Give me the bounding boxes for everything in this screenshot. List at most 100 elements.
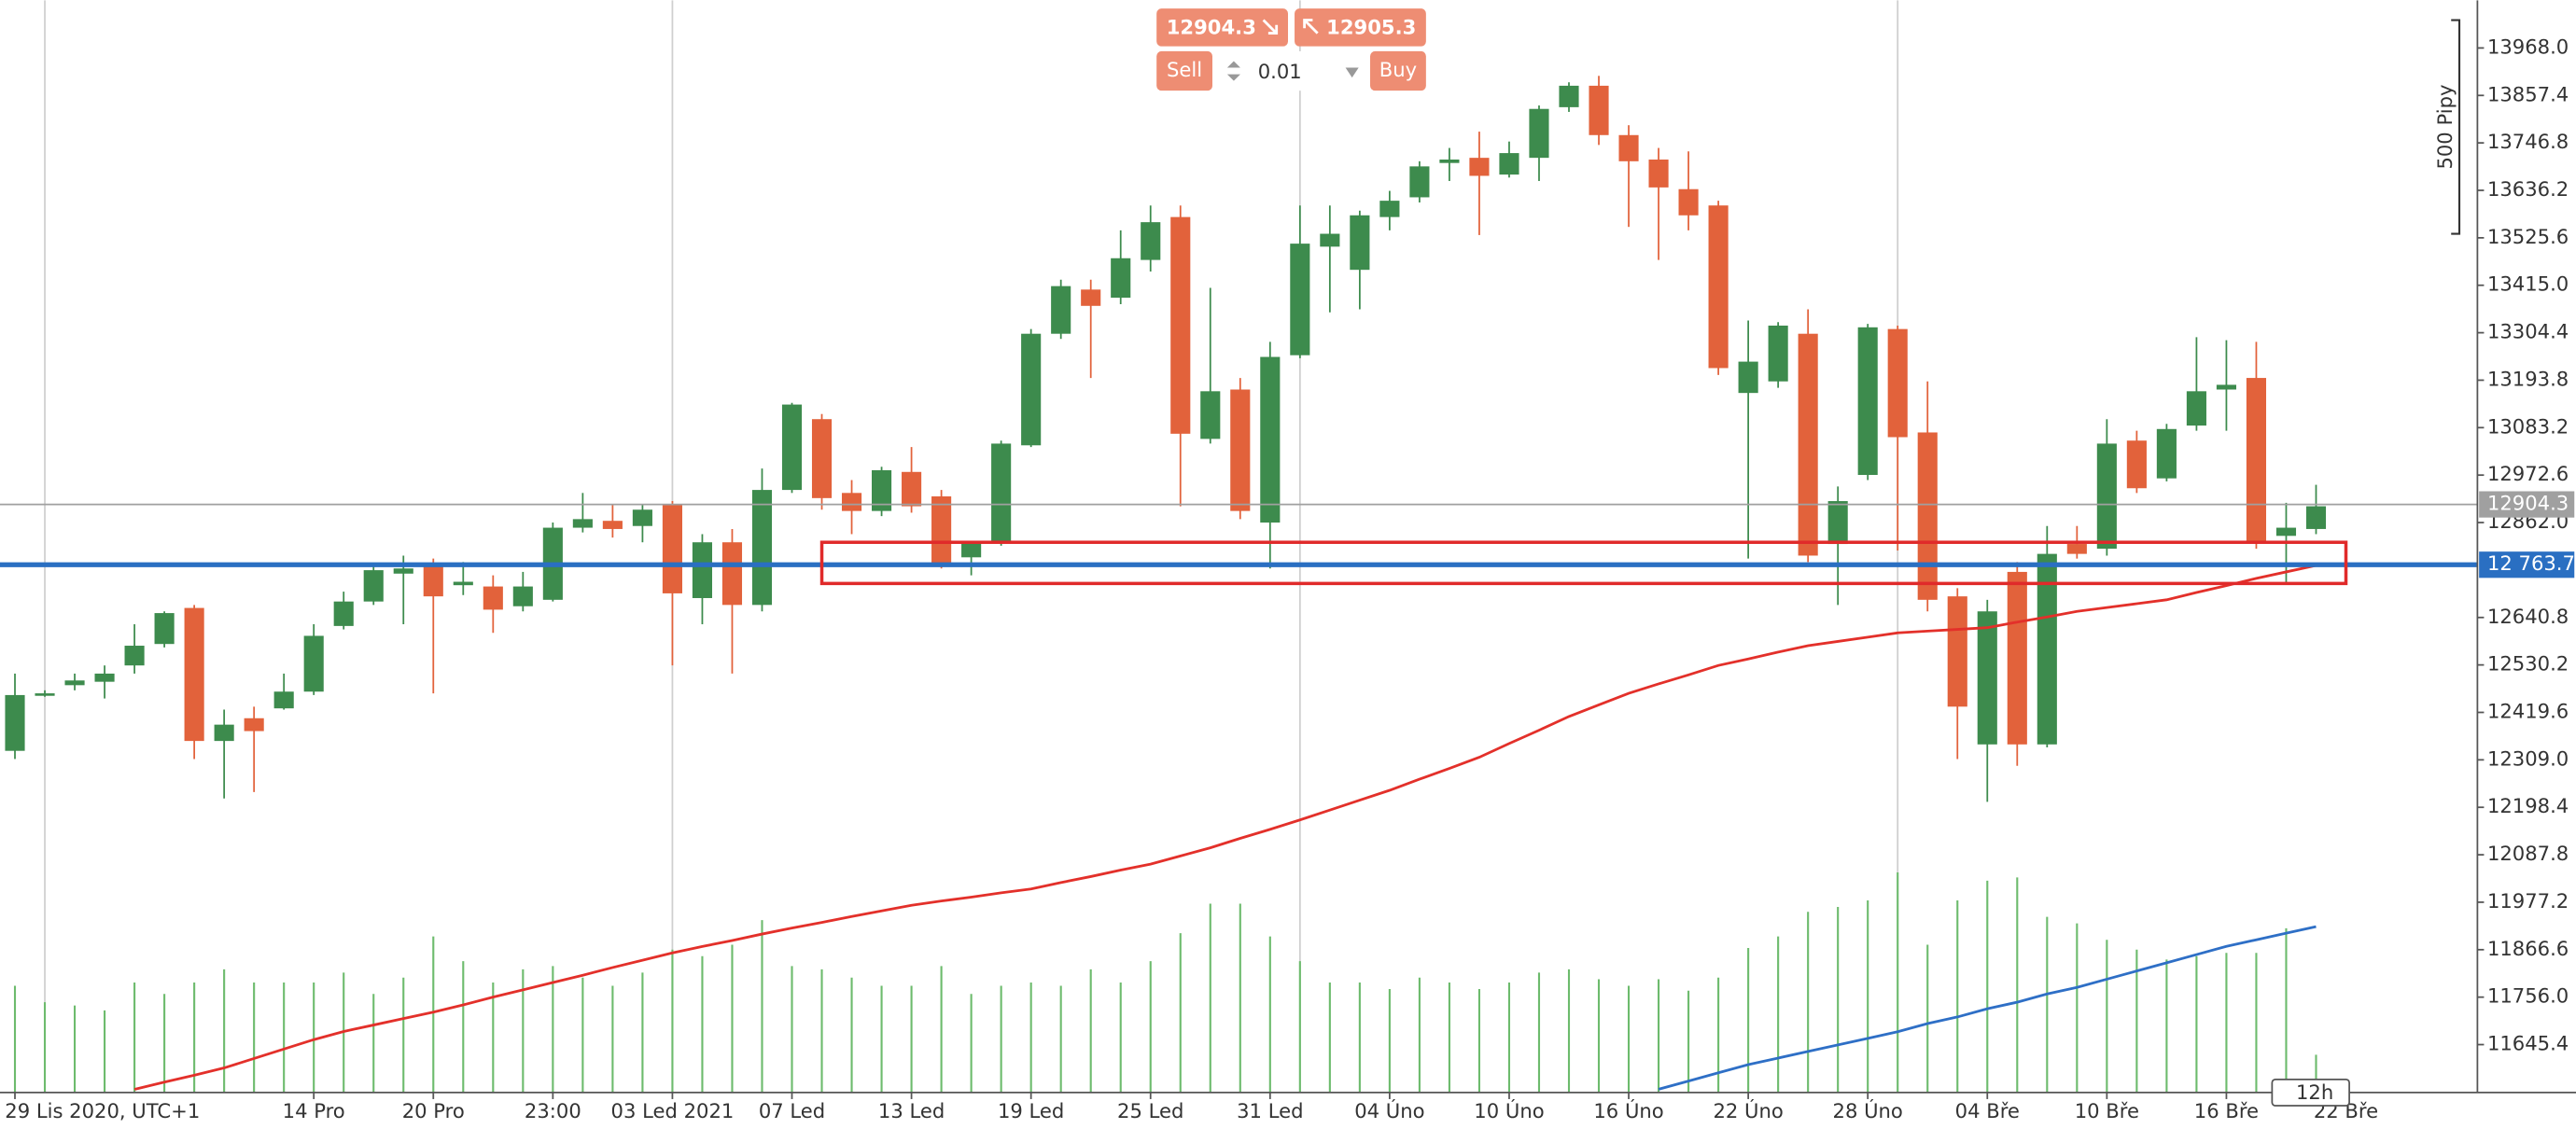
timeframe-label[interactable]: 12h <box>2296 1080 2333 1104</box>
x-tick-label: 13 Led <box>878 1099 945 1122</box>
price-label-box <box>2479 551 2575 578</box>
volume-dropdown[interactable] <box>1345 67 1359 78</box>
candle-body <box>1559 85 1579 107</box>
candle-body <box>1230 389 1251 511</box>
candle-body <box>512 586 533 606</box>
candle-body <box>572 519 593 528</box>
sell-price-box[interactable] <box>1156 8 1288 47</box>
x-tick-label: 04 Úno <box>1354 1099 1424 1122</box>
candle-body <box>1290 244 1310 355</box>
candle-body <box>931 495 952 564</box>
candle-body <box>64 680 85 686</box>
candle-body <box>1618 134 1639 161</box>
x-tick-label: 07 Led <box>759 1099 825 1122</box>
x-tick-label: 20 Pro <box>402 1099 465 1122</box>
overlay-layer <box>0 503 2478 1091</box>
candle-body <box>124 646 145 666</box>
candle-body <box>2066 544 2087 554</box>
x-tick-label: 10 Úno <box>1474 1099 1544 1122</box>
trade-panel: 12904.3 12905.3 Sell 0.01 Buy <box>1156 8 1426 91</box>
x-tick-label: 19 Led <box>998 1099 1064 1122</box>
y-tick-label: 13857.4 <box>2487 82 2569 105</box>
candle-body <box>2305 506 2327 529</box>
axis-layer: 13968.0 13857.4 13746.8 13636.2 13525.6 13415… <box>5 19 2575 1122</box>
x-tick-label: 25 Led <box>1117 1099 1183 1122</box>
volume-average-line <box>1658 925 2317 1091</box>
volume-value: 0.01 <box>1258 60 1302 83</box>
moving-average-line <box>133 564 2317 1091</box>
buy-arrow-icon <box>1303 19 1319 35</box>
price-label: 12904.3 <box>2487 492 2569 515</box>
candle-body <box>841 493 862 511</box>
candle-body <box>781 404 803 491</box>
candle-body <box>333 601 354 626</box>
candle-body <box>1141 222 1161 260</box>
candle-body <box>2037 553 2057 745</box>
candle-body <box>751 490 773 606</box>
candle-body <box>1708 205 1729 369</box>
volume-layer <box>13 872 2317 1093</box>
buy-price-box[interactable] <box>1295 8 1426 47</box>
candle-body <box>2007 571 2027 745</box>
candle-body <box>423 566 443 597</box>
y-tick-label: 12419.6 <box>2487 699 2569 722</box>
price-label: 12 763.7 <box>2487 551 2575 575</box>
volume-field[interactable] <box>1212 50 1371 91</box>
candle-body <box>1827 501 1848 545</box>
candle-body <box>1081 289 1101 306</box>
sell-button[interactable] <box>1156 50 1213 91</box>
sell-price: 12904.3 <box>1167 15 1256 38</box>
candle-body <box>214 724 234 742</box>
y-tick-label: 12530.2 <box>2487 652 2569 676</box>
y-tick-label: 13304.4 <box>2487 320 2569 343</box>
candle-body <box>1170 216 1191 434</box>
x-tick-label: 10 Bře <box>2075 1099 2139 1122</box>
candle-body <box>1529 108 1549 159</box>
candle-body <box>1887 328 1908 438</box>
candle-body <box>5 694 25 751</box>
pip-bracket-label: 500 Pipy <box>2433 85 2457 170</box>
x-tick-label: 16 Bře <box>2194 1099 2259 1122</box>
candle-body <box>244 718 264 732</box>
candle-body <box>1678 188 1699 216</box>
candle-body <box>1798 333 1818 556</box>
y-tick-label: 12309.0 <box>2487 746 2569 770</box>
sell-label[interactable]: Sell <box>1167 58 1202 81</box>
candle-body <box>1350 215 1370 271</box>
x-tick-label: 28 Úno <box>1833 1099 1903 1122</box>
candle-body <box>393 568 413 574</box>
candle-body <box>1409 166 1430 198</box>
y-tick-label: 11645.4 <box>2487 1032 2569 1055</box>
timeframe-button[interactable] <box>2271 1078 2350 1107</box>
candle-body <box>2246 378 2267 543</box>
candle-body <box>961 542 982 558</box>
candle-body <box>811 419 833 498</box>
y-tick-label: 13525.6 <box>2487 225 2569 248</box>
candle-body <box>273 691 294 709</box>
candle-body <box>1499 153 1519 175</box>
candle-body <box>363 570 384 602</box>
buy-label[interactable]: Buy <box>1379 58 1417 81</box>
candle-body <box>1379 201 1400 217</box>
x-tick-label: 22 Úno <box>1713 1099 1783 1122</box>
candle-body <box>2186 391 2206 426</box>
candle-body <box>1051 286 1071 334</box>
candle-body <box>872 469 892 511</box>
candle-body <box>902 471 922 507</box>
buy-button[interactable] <box>1370 50 1426 91</box>
candle-body <box>154 613 175 645</box>
price-label-box <box>2479 491 2575 518</box>
candle-body <box>692 542 713 598</box>
y-tick-label: 12198.4 <box>2487 794 2569 817</box>
y-tick-label: 13636.2 <box>2487 177 2569 201</box>
y-tick-label: 11977.2 <box>2487 889 2569 913</box>
y-tick-label: 13193.8 <box>2487 367 2569 390</box>
candle-body <box>2096 443 2117 550</box>
candle-body <box>2126 440 2147 489</box>
x-tick-label: 23:00 <box>525 1099 581 1122</box>
x-tick-label: 14 Pro <box>283 1099 345 1122</box>
y-tick-label: 12972.6 <box>2487 462 2569 485</box>
volume-spinner[interactable] <box>1226 61 1240 81</box>
